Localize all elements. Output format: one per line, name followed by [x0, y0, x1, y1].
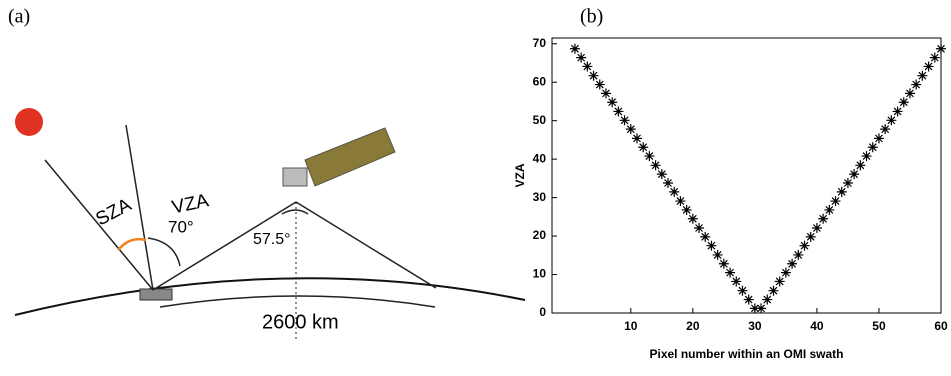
y-tick-label: 70	[533, 36, 547, 50]
data-point	[898, 97, 909, 108]
data-point	[818, 213, 829, 224]
data-point	[619, 115, 630, 126]
data-point	[880, 124, 891, 135]
data-point	[923, 61, 934, 72]
data-point	[576, 52, 587, 63]
data-point	[793, 249, 804, 260]
data-point	[718, 258, 729, 269]
sat-arc	[281, 209, 309, 215]
data-point	[700, 231, 711, 242]
earth-surface	[14, 277, 526, 316]
data-point	[780, 267, 791, 278]
data-point	[725, 267, 736, 278]
y-tick-label: 10	[533, 267, 547, 281]
data-point	[917, 70, 928, 81]
data-point	[892, 106, 903, 117]
plot-frame	[551, 37, 942, 314]
y-tick-label: 30	[533, 190, 547, 204]
data-point	[811, 223, 822, 233]
x-axis-label: Pixel number within an OMI swath	[649, 347, 843, 361]
data-point	[625, 124, 636, 135]
data-point	[762, 294, 773, 305]
data-point	[768, 285, 779, 296]
data-point	[842, 178, 853, 188]
data-point	[756, 303, 767, 314]
data-point	[855, 160, 866, 171]
data-point	[749, 303, 760, 314]
data-point	[607, 97, 618, 108]
x-tick-label: 40	[810, 319, 824, 333]
data-point	[663, 178, 674, 188]
view-line	[152, 201, 297, 291]
data-point	[849, 169, 860, 180]
panel-label: (b)	[580, 6, 603, 28]
data-point	[569, 43, 580, 54]
data-point	[904, 88, 915, 99]
data-point	[644, 151, 655, 162]
data-point	[681, 204, 692, 215]
data-point	[613, 106, 624, 117]
data-point	[737, 285, 748, 296]
x-tick-label: 30	[748, 319, 762, 333]
y-tick-label: 0	[539, 305, 546, 319]
vza-angle: 70°	[168, 217, 194, 236]
data-point	[694, 223, 705, 233]
data-point	[650, 160, 661, 171]
data-point	[911, 79, 922, 90]
data-point	[805, 231, 816, 242]
data-point	[675, 196, 686, 207]
data-point	[731, 276, 742, 287]
data-point	[669, 186, 680, 197]
data-point	[582, 61, 593, 72]
data-point	[588, 70, 599, 81]
sat-angle: 57.5°	[253, 231, 291, 248]
data-point	[830, 196, 841, 207]
x-tick-label: 60	[934, 319, 948, 333]
data-point	[687, 213, 698, 224]
x-tick-label: 10	[624, 319, 638, 333]
y-axis-label: VZA	[513, 163, 527, 187]
data-point	[774, 276, 785, 287]
ground-pixel	[139, 288, 173, 301]
data-point	[824, 204, 835, 215]
y-tick-label: 40	[533, 151, 547, 165]
data-point	[873, 133, 884, 144]
data-point	[861, 151, 872, 162]
x-tick-label: 20	[686, 319, 700, 333]
panel-label: (a)	[8, 6, 30, 28]
x-tick-label: 50	[872, 319, 886, 333]
data-point	[656, 169, 667, 180]
vza-arc	[147, 237, 181, 267]
sza-label: SZA	[92, 194, 135, 230]
y-tick-label: 20	[533, 228, 547, 242]
swath-label: 2600 km	[262, 311, 339, 333]
vza-label: VZA	[170, 190, 211, 218]
data-point	[743, 294, 754, 305]
data-point	[867, 142, 878, 153]
y-tick-label: 60	[533, 74, 547, 88]
y-tick-label: 50	[533, 113, 547, 127]
data-point	[712, 249, 723, 260]
sun	[15, 108, 43, 136]
data-point	[836, 186, 847, 197]
chart: (b) 0 10 20 30 40 50 60 70 10 20 30 40 50 60 Pixel numb…	[513, 6, 948, 362]
data-point	[638, 142, 649, 153]
diagram: (a) SZA VZA 70° 57.5° 2600 km	[8, 6, 526, 340]
data-point	[600, 88, 611, 99]
data-point	[936, 43, 946, 54]
swath-arrow	[159, 295, 436, 308]
data-point	[886, 115, 897, 126]
sza-arc	[117, 237, 147, 251]
data-point	[706, 240, 717, 251]
view-line	[295, 201, 437, 289]
satellite	[282, 127, 396, 187]
data-point	[787, 258, 798, 269]
data-point	[929, 52, 940, 63]
sun-ray	[44, 159, 154, 291]
zenith-line	[125, 124, 154, 291]
data-point	[799, 240, 810, 251]
data-point	[631, 133, 642, 144]
data-point	[594, 79, 605, 90]
